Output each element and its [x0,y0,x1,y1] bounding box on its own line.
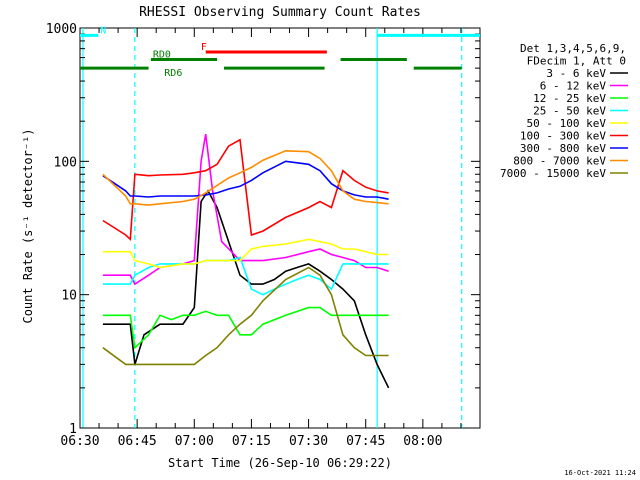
state-label: RD6 [164,68,182,79]
legend-entry: 50 - 100 keV [527,117,607,130]
legend-entry: 3 - 6 keV [546,67,606,80]
legend-entry: 6 - 12 keV [540,80,607,93]
y-tick-label: 1000 [46,22,77,37]
x-tick-label: 07:15 [232,434,271,449]
series-line [102,149,389,206]
series-line [102,238,389,269]
plot-frame [79,27,481,429]
legend-entry: 12 - 25 keV [533,92,606,105]
y-tick-label: 100 [54,155,77,170]
legend-entry: 300 - 800 keV [520,142,606,155]
x-tick-label: 06:30 [60,434,99,449]
state-label: F [201,42,207,53]
footer-timestamp: 16-Oct-2021 11:24 [564,469,636,477]
x-tick-label: 08:00 [403,434,442,449]
series-line [102,160,389,200]
y-tick-label: 10 [61,289,77,304]
legend-entry: 100 - 300 keV [520,130,606,143]
x-tick-label: 07:00 [175,434,214,449]
state-label: RD0 [153,50,171,61]
state-label: N [100,25,106,36]
plot-area: 1 10 100 1000 06:30 06:45 07:00 07:15 07:30 07:45… [46,22,481,449]
legend-header: Det 1,3,4,5,6,9, [520,42,626,55]
y-axis-label: Count Rate (s⁻¹ detector⁻¹) [21,128,35,323]
series-line [102,138,389,242]
x-tick-label: 07:45 [346,434,385,449]
x-tick-label: 06:45 [118,434,157,449]
series-line [102,256,389,296]
legend-entry: 800 - 7000 keV [513,155,606,168]
legend-entry: 25 - 50 keV [533,105,606,118]
legend-entry: 7000 - 15000 keV [500,167,606,180]
series-line [102,189,390,389]
series-line [102,266,389,366]
series-line [102,306,389,350]
series-line [102,133,389,286]
y-tick-label: 1 [69,422,77,437]
legend-header: FDecim 1, Att 0 [527,55,626,68]
chart-title: RHESSI Observing Summary Count Rates [139,5,421,20]
legend: Det 1,3,4,5,6,9,FDecim 1, Att 03 - 6 keV… [500,42,628,180]
x-axis-label: Start Time (26-Sep-10 06:29:22) [168,456,392,470]
x-tick-label: 07:30 [289,434,328,449]
